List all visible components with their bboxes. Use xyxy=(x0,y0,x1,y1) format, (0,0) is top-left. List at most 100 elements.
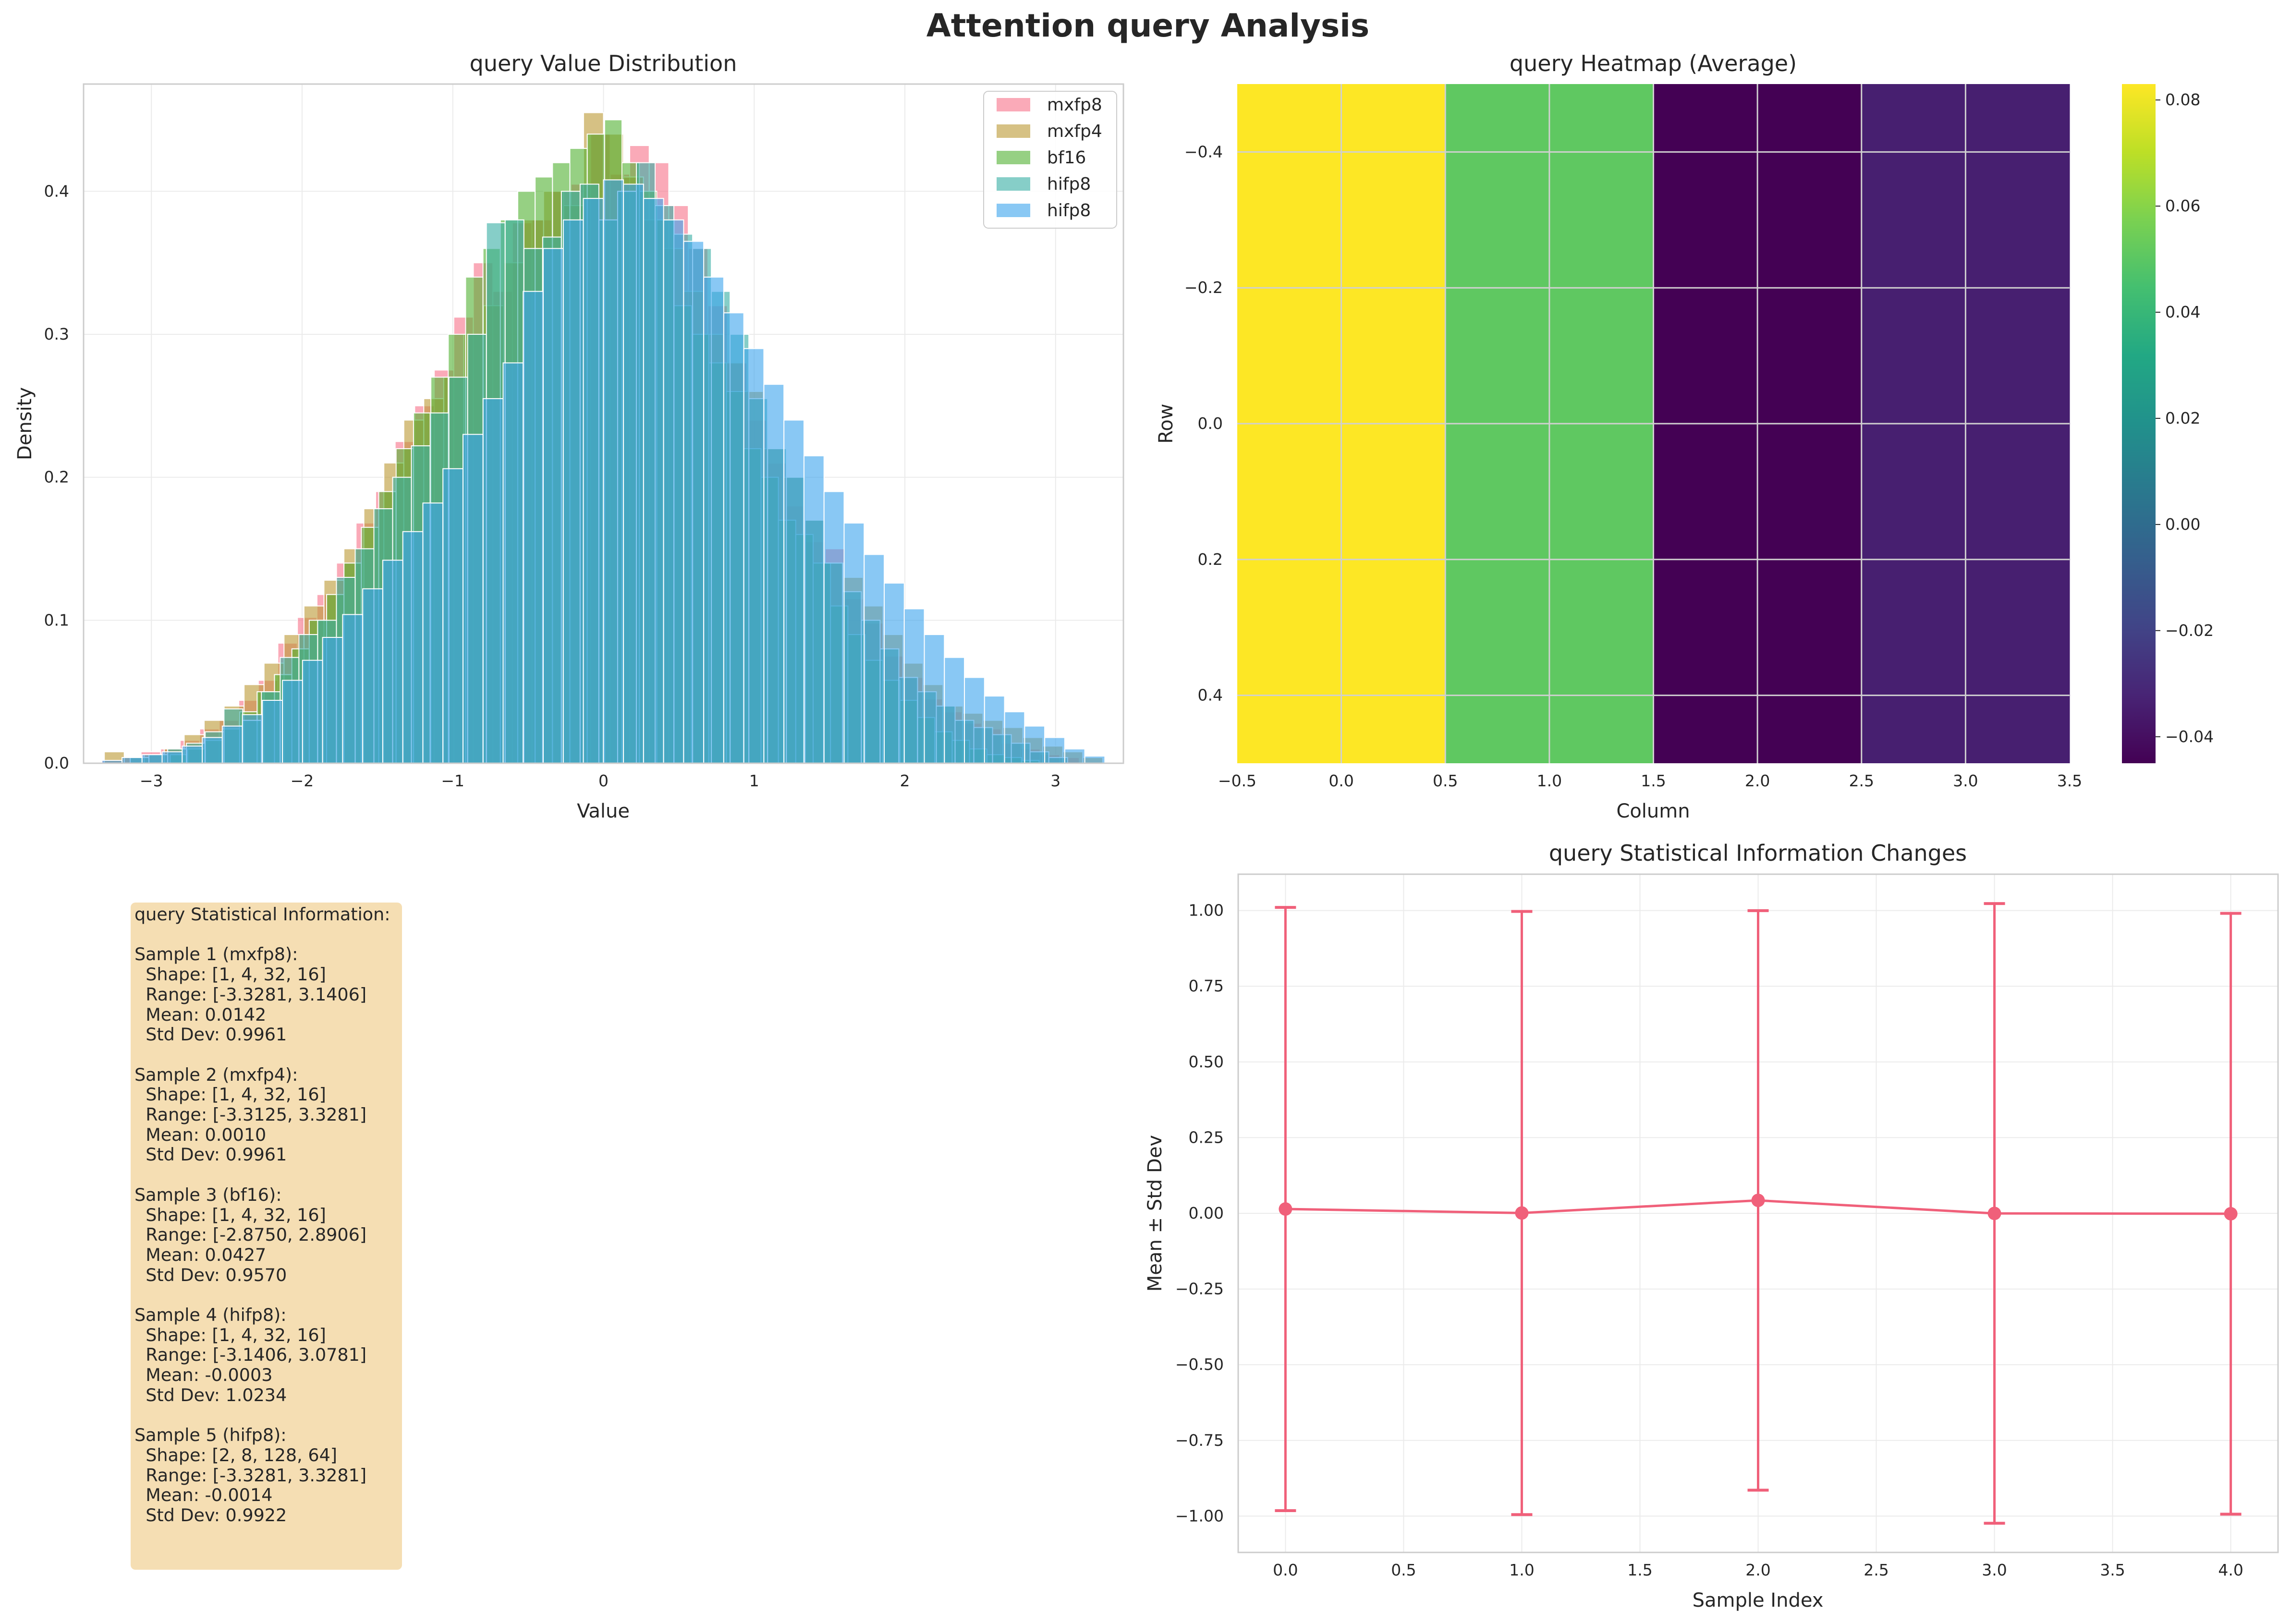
histogram-legend: mxfp8 mxfp4 bf16 hifp8 hifp8 xyxy=(983,91,1117,229)
histogram-bar xyxy=(422,502,444,764)
histogram-ylabel: Density xyxy=(14,387,36,460)
histogram-bar xyxy=(683,241,705,764)
heatmap-ytick-label: 0.0 xyxy=(1198,414,1223,433)
errorbar-ticks: 0.0 0.5 1.0 1.5 2.0 2.5 3.0 3.5 4.0 −1.00 −0.75 −0.… xyxy=(1175,901,2243,1579)
histogram-ytick-label: 0.2 xyxy=(44,468,69,487)
histogram-bar xyxy=(202,737,223,764)
errorbar-marks xyxy=(1275,902,2242,1525)
histogram-ytick-label: 0.4 xyxy=(44,182,69,200)
colorbar-tick-label: 0.08 xyxy=(2165,90,2200,109)
histogram-bar xyxy=(182,745,203,764)
histogram-bar xyxy=(543,248,564,764)
heatmap-xtick-label: 1.5 xyxy=(1641,771,1666,790)
heatmap-xtick-label: 0.5 xyxy=(1433,771,1458,790)
histogram-bar xyxy=(723,312,744,764)
heatmap-xtick-label: −0.5 xyxy=(1218,771,1256,790)
errorbar-xtick-label: 1.0 xyxy=(1509,1561,1534,1579)
legend-label: mxfp4 xyxy=(1047,122,1102,141)
legend-swatch xyxy=(997,124,1030,138)
histogram-bar xyxy=(583,198,604,764)
histogram-bar xyxy=(623,183,644,764)
heatmap-title: query Heatmap (Average) xyxy=(1510,50,1797,76)
histogram-ytick-label: 0.1 xyxy=(44,611,69,629)
histogram-frame xyxy=(83,83,1124,764)
histogram-bar xyxy=(462,434,484,764)
histogram-bar xyxy=(282,680,303,764)
legend-label: hifp8 xyxy=(1047,201,1091,220)
histogram-bar xyxy=(843,522,865,764)
colorbar-tick-label: 0.00 xyxy=(2165,515,2200,534)
heatmap-ylabel: Row xyxy=(1155,403,1177,443)
histogram-ticks: −3 −2 −1 0 1 2 3 0.0 0.1 0.2 0.3 0.4 xyxy=(44,182,1061,790)
colorbar-tick-label: −0.02 xyxy=(2165,621,2214,640)
histogram-ytick-label: 0.3 xyxy=(44,325,69,343)
errorbar-ytick-label: 0.75 xyxy=(1189,977,1224,995)
heatmap-ytick-label: 0.2 xyxy=(1198,550,1223,569)
legend-swatch xyxy=(997,204,1030,217)
errorbar-ytick-label: 0.25 xyxy=(1189,1128,1224,1147)
errorbar-mean-point xyxy=(2224,1207,2238,1221)
histogram-bar xyxy=(924,634,945,764)
histogram-bar xyxy=(242,714,263,764)
colorbar-tick-label: 0.06 xyxy=(2165,196,2200,215)
histogram-xtick-label: 2 xyxy=(900,771,910,790)
histogram-bar xyxy=(502,362,524,764)
histogram-bar xyxy=(823,491,845,764)
histogram-xtick-label: 1 xyxy=(749,771,759,790)
errorbar-ylabel: Mean ± Std Dev xyxy=(1144,1135,1166,1292)
errorbar-panel: query Statistical Information Changes 0.… xyxy=(1144,840,2279,1612)
errorbar-xtick-label: 1.5 xyxy=(1627,1561,1652,1579)
heatmap-xtick-label: 3.0 xyxy=(1953,771,1978,790)
errorbar-xtick-label: 4.0 xyxy=(2218,1561,2243,1579)
histogram-series-hifp8 xyxy=(101,179,1106,764)
histogram-bar xyxy=(362,588,383,764)
colorbar: −0.04 −0.02 0.00 0.02 0.04 0.06 0.08 xyxy=(2122,84,2214,763)
histogram-bar xyxy=(903,608,925,764)
histogram-xtick-label: −2 xyxy=(291,771,314,790)
histogram-bar xyxy=(302,659,323,764)
histogram-bar xyxy=(523,291,544,764)
legend-swatch xyxy=(997,177,1030,191)
histogram-bars xyxy=(101,112,1106,764)
histogram-bar xyxy=(221,725,243,764)
histogram-xlabel: Value xyxy=(577,800,630,822)
histogram-xtick-label: −1 xyxy=(441,771,464,790)
errorbar-ytick-label: 1.00 xyxy=(1189,901,1224,920)
legend-label: mxfp8 xyxy=(1047,95,1102,115)
errorbar-ytick-label: −0.50 xyxy=(1175,1355,1224,1374)
errorbar-xtick-label: 2.0 xyxy=(1745,1561,1770,1579)
histogram-bar xyxy=(342,614,364,764)
histogram-bar xyxy=(262,700,283,764)
figure-title: Attention query Analysis xyxy=(926,7,1369,44)
histogram-xtick-label: 3 xyxy=(1050,771,1060,790)
errorbar-ytick-label: −0.25 xyxy=(1175,1280,1224,1298)
legend-label: bf16 xyxy=(1047,148,1086,168)
stats-info-text: query Statistical Information: Sample 1 … xyxy=(134,904,390,1526)
histogram-bar xyxy=(763,384,785,764)
histogram-bar xyxy=(743,348,765,764)
errorbar-xtick-label: 3.0 xyxy=(1982,1561,2007,1579)
errorbar-mean-point xyxy=(1515,1206,1529,1220)
heatmap-ytick-label: −0.2 xyxy=(1184,278,1223,297)
histogram-title: query Value Distribution xyxy=(470,50,737,76)
heatmap-xtick-label: 0.0 xyxy=(1328,771,1353,790)
colorbar-tick-label: −0.04 xyxy=(2165,727,2214,746)
histogram-bar xyxy=(1004,711,1025,764)
heatmap-xtick-label: 2.5 xyxy=(1849,771,1874,790)
errorbar-xtick-label: 2.5 xyxy=(1864,1561,1889,1579)
histogram-bar xyxy=(643,198,664,764)
histogram-panel: query Value Distribution −3 −2 −1 0 1 2 3 0.0 0.… xyxy=(14,50,1124,822)
colorbar-tick-label: 0.04 xyxy=(2165,303,2200,321)
errorbar-ytick-label: 0.00 xyxy=(1189,1204,1224,1222)
errorbar-xtick-label: 3.5 xyxy=(2100,1561,2125,1579)
stats-info-box: query Statistical Information: Sample 1 … xyxy=(131,903,402,1570)
errorbar-xtick-label: 0.5 xyxy=(1391,1561,1416,1579)
colorbar-gradient xyxy=(2122,84,2156,763)
heatmap-grid xyxy=(1237,84,2070,763)
histogram-bar xyxy=(984,696,1005,764)
errorbar-title: query Statistical Information Changes xyxy=(1549,840,1967,866)
colorbar-tick-label: 0.02 xyxy=(2165,409,2200,427)
histogram-bar xyxy=(141,754,163,764)
histogram-bar xyxy=(161,751,183,764)
